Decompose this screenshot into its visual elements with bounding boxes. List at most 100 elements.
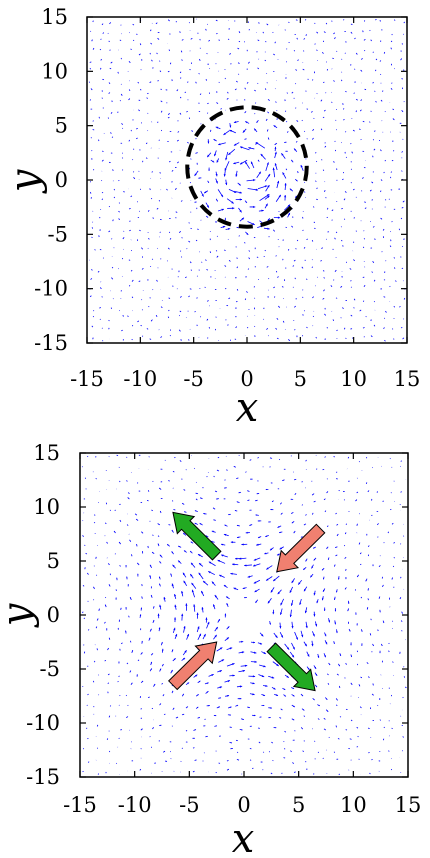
top-quiver-arrow [320, 260, 322, 262]
bottom-quiver-arrow [129, 670, 132, 673]
top-quiver-arrow [216, 255, 219, 258]
top-quiver-arrow [213, 138, 217, 142]
bottom-quiver-arrow [82, 585, 85, 587]
top-quiver-arrow [345, 41, 347, 43]
top-quiver-arrow [341, 276, 344, 278]
bottom-quiver-arrow [120, 642, 123, 645]
top-quiver-arrow [101, 198, 104, 201]
bottom-quiver-arrow [259, 664, 266, 668]
bottom-quiver-arrow [83, 651, 86, 654]
top-quiver-arrow [315, 336, 317, 339]
top-quiver-arrow [167, 113, 170, 115]
top-quiver-arrow [284, 204, 291, 211]
top-quiver-arrow [224, 217, 226, 221]
bottom-quiver-arrow [162, 694, 165, 697]
bottom-quiver-arrow [250, 641, 256, 644]
top-quiver-arrow [147, 92, 149, 95]
top-quiver-arrow [373, 148, 376, 151]
top-quiver-arrow [169, 335, 171, 337]
top-quiver-arrow [264, 249, 266, 252]
bottom-quiver-arrow [212, 507, 216, 510]
bottom-quiver-arrow [148, 637, 151, 641]
top-quiver-arrow [210, 276, 212, 278]
top-quiver-arrow [392, 118, 395, 121]
top-quiver-arrow [288, 248, 290, 251]
top-quiver-arrow [306, 326, 308, 329]
bottom-quiver-arrow [190, 541, 194, 544]
bottom-quiver-arrow [382, 584, 384, 588]
top-quiver-arrow [369, 121, 371, 123]
top-quiver-arrow [254, 307, 255, 310]
outflow-block-arrow [172, 511, 222, 561]
bottom-quiver-arrow [152, 534, 154, 536]
top-quiver-arrow [249, 205, 256, 209]
bottom-quiver-arrow [306, 651, 310, 657]
top-quiver-arrow [100, 38, 102, 40]
bottom-quiver-arrow [257, 536, 262, 539]
top-quiver-arrow [171, 79, 173, 82]
top-quiver-arrow [101, 23, 104, 26]
top-quiver-arrow [294, 305, 296, 308]
bottom-quiver-arrow [361, 643, 363, 646]
top-quiver-arrow [315, 152, 317, 154]
bottom-quiver-arrow [185, 730, 188, 732]
top-quiver-arrow [91, 269, 93, 271]
bottom-quiver-arrow [153, 683, 156, 687]
top-quiver-arrow [323, 277, 325, 279]
bottom-quiver-arrow [257, 456, 259, 459]
bottom-quiver-arrow [336, 589, 338, 593]
bottom-quiver-arrow [252, 767, 254, 769]
bottom-quiver-arrow [311, 640, 314, 647]
bottom-quiver-arrow [249, 693, 255, 696]
bottom-quiver-arrow [365, 482, 368, 484]
top-quiver-arrow [372, 155, 374, 158]
top-quiver-arrow [246, 49, 248, 52]
bottom-quiver-arrow [169, 741, 172, 743]
bottom-quiver-arrow [249, 759, 252, 761]
top-quiver-arrow [157, 37, 160, 40]
bottom-quiver-arrow [168, 480, 170, 482]
top-quiver-arrow [364, 201, 366, 203]
top-quiver-arrow [89, 99, 91, 101]
bottom-quiver-arrow [218, 697, 222, 699]
top-quiver-arrow [216, 102, 219, 105]
bottom-quiver-arrow [159, 604, 162, 610]
top-quiver-arrow [171, 170, 174, 172]
top-quiver-arrow [175, 187, 177, 190]
top-quiver-arrow [137, 239, 138, 241]
top-quiver-arrow [360, 69, 363, 72]
top-quiver-arrow [350, 64, 352, 66]
bottom-quiver-arrow [96, 618, 99, 621]
top-quiver-arrow [98, 116, 101, 119]
bottom-quiver-arrow [86, 572, 89, 575]
top-quiver-arrow [393, 257, 396, 259]
bottom-quiver-arrow [291, 694, 295, 697]
bottom-quiver-arrow [217, 559, 226, 564]
bottom-quiver-arrow [93, 660, 96, 663]
top-quiver-arrow [132, 39, 135, 42]
top-quiver-arrow [273, 53, 276, 56]
bottom-quiver-arrow [229, 674, 235, 677]
bottom-quiver-arrow [205, 690, 209, 694]
top-quiver-arrow [403, 69, 405, 72]
top-quiver-arrow [248, 250, 251, 252]
top-quiver-arrow [184, 91, 187, 93]
bottom-quiver-arrow [205, 617, 208, 623]
top-quiver-arrow [313, 206, 315, 208]
bottom-quiver-arrow [313, 590, 316, 596]
bottom-quiver-arrow [149, 575, 152, 579]
top-quiver-arrow [216, 32, 218, 35]
top-quiver-arrow [281, 152, 286, 159]
bottom-quiver-arrow [172, 471, 175, 473]
bottom-quiver-arrow [345, 708, 348, 711]
top-quiver-arrow [245, 231, 249, 236]
bottom-quiver-arrow [163, 596, 166, 602]
top-quiver-arrow [322, 81, 325, 83]
bottom-quiver-arrow [191, 589, 196, 598]
bottom-quiver-arrow [291, 578, 295, 584]
bottom-quiver-arrow [183, 580, 188, 586]
bottom-quiver-arrow [311, 564, 314, 569]
top-quiver-arrow [354, 37, 356, 40]
bottom-quiver-arrow [338, 663, 341, 667]
top-quiver-arrow [248, 21, 250, 23]
